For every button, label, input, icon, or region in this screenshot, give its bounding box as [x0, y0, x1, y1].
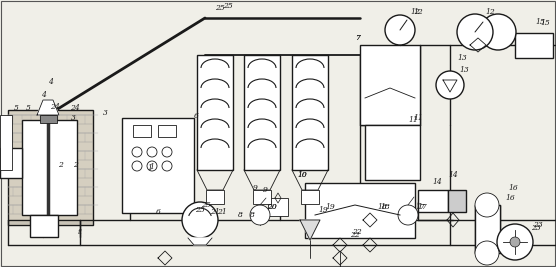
Bar	[197, 55, 233, 170]
Text: 15: 15	[540, 19, 550, 27]
Text: 12: 12	[413, 8, 423, 16]
Bar	[40, 115, 57, 123]
Circle shape	[162, 147, 172, 157]
Text: 23: 23	[531, 224, 541, 232]
Text: 25: 25	[223, 2, 233, 10]
Text: 18: 18	[380, 203, 390, 211]
Text: 16: 16	[508, 184, 518, 192]
Text: 16: 16	[505, 194, 515, 202]
Text: 7: 7	[356, 34, 360, 42]
Text: 25: 25	[201, 201, 211, 209]
Bar	[301, 190, 319, 204]
Text: 6: 6	[193, 112, 198, 120]
Circle shape	[436, 71, 464, 99]
Text: 21: 21	[217, 208, 227, 216]
Text: 5: 5	[13, 104, 18, 112]
Bar	[418, 190, 448, 212]
Polygon shape	[443, 80, 457, 92]
Bar	[292, 55, 328, 170]
Text: 1: 1	[150, 163, 155, 171]
Text: 22: 22	[350, 231, 360, 239]
Text: 20: 20	[267, 203, 277, 211]
Bar	[8, 110, 93, 225]
Bar	[305, 183, 415, 238]
Polygon shape	[37, 100, 59, 115]
Circle shape	[132, 147, 142, 157]
Text: 1: 1	[147, 164, 152, 172]
Text: 5: 5	[26, 104, 31, 112]
Text: 14: 14	[448, 171, 458, 179]
Bar	[30, 215, 58, 237]
Text: 2: 2	[73, 161, 77, 169]
Text: 12: 12	[485, 8, 495, 16]
Circle shape	[147, 147, 157, 157]
Text: 3: 3	[102, 109, 107, 117]
Circle shape	[132, 161, 142, 171]
Text: 6: 6	[156, 208, 161, 216]
Bar	[22, 120, 77, 215]
Text: 23: 23	[533, 221, 543, 229]
Text: 3: 3	[71, 114, 76, 122]
Text: 9: 9	[262, 186, 267, 194]
Text: 11: 11	[413, 114, 423, 122]
Text: 8: 8	[250, 211, 255, 219]
Text: 4: 4	[48, 78, 52, 86]
Circle shape	[182, 202, 218, 238]
Text: 17: 17	[415, 203, 425, 211]
Text: 19: 19	[318, 206, 328, 214]
Circle shape	[147, 161, 157, 171]
Text: 24: 24	[70, 104, 80, 112]
Circle shape	[475, 241, 499, 265]
Bar	[158, 125, 176, 137]
Circle shape	[250, 205, 270, 225]
Text: 18: 18	[377, 203, 387, 211]
Bar	[253, 190, 271, 204]
Text: 25: 25	[195, 206, 205, 214]
Text: 10: 10	[297, 171, 307, 179]
Text: 2: 2	[58, 161, 62, 169]
Circle shape	[162, 161, 172, 171]
Polygon shape	[188, 238, 212, 245]
Text: 14: 14	[432, 178, 442, 186]
Text: 19: 19	[325, 203, 335, 211]
Bar	[122, 118, 194, 213]
Bar	[0, 115, 12, 170]
Bar	[206, 190, 224, 204]
Circle shape	[475, 193, 499, 217]
Bar	[133, 125, 151, 137]
Text: 4: 4	[41, 91, 46, 99]
Circle shape	[480, 14, 516, 50]
Text: 9: 9	[252, 184, 257, 192]
Polygon shape	[300, 220, 320, 240]
Text: 8: 8	[237, 211, 242, 219]
Bar	[475, 205, 500, 253]
Bar	[365, 125, 420, 180]
Text: 7: 7	[356, 34, 360, 42]
Text: 24: 24	[50, 103, 60, 111]
Text: 22: 22	[352, 228, 362, 236]
Text: 15: 15	[535, 18, 545, 26]
Text: ii: ii	[77, 228, 82, 236]
Bar	[268, 198, 288, 216]
Bar	[515, 33, 553, 58]
Text: 17: 17	[417, 203, 427, 211]
Text: 12: 12	[410, 8, 420, 16]
Text: 11: 11	[408, 116, 418, 124]
Circle shape	[497, 224, 533, 260]
Text: 13: 13	[457, 54, 467, 62]
Bar	[360, 45, 420, 125]
Circle shape	[510, 237, 520, 247]
Text: 25: 25	[215, 4, 225, 12]
Circle shape	[457, 14, 493, 50]
Text: 10: 10	[297, 171, 307, 179]
Bar	[244, 55, 280, 170]
Text: 20: 20	[267, 203, 277, 211]
Text: 21: 21	[210, 208, 220, 216]
Text: 13: 13	[459, 66, 469, 74]
Circle shape	[385, 15, 415, 45]
Bar	[448, 190, 466, 212]
Circle shape	[398, 205, 418, 225]
Bar	[0, 148, 22, 178]
